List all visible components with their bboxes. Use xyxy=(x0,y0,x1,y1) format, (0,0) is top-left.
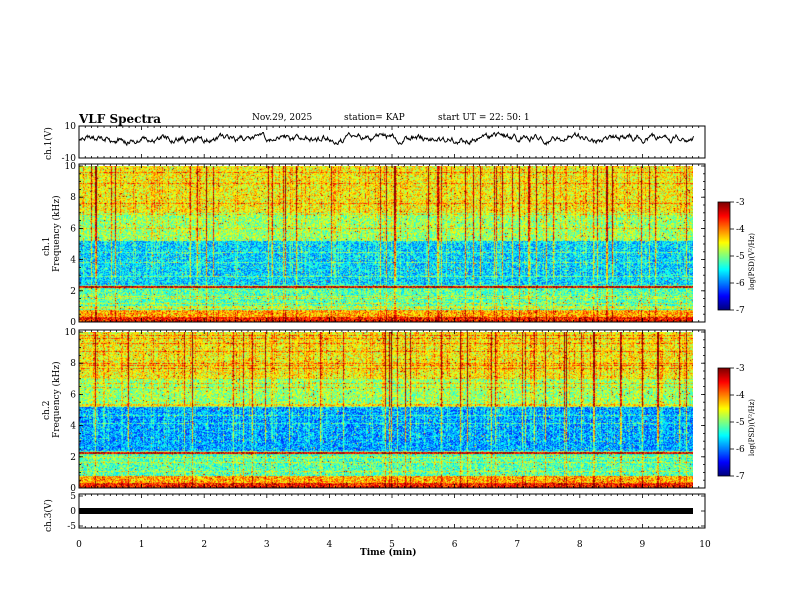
x-axis-label: Time (min) xyxy=(360,548,417,558)
ch1-spectrogram-ylabel-channel: ch.1 xyxy=(42,236,52,256)
colorbar-tick-label: -6 xyxy=(736,279,745,289)
y-tick-label: 0 xyxy=(70,318,76,328)
ch2-spectrogram-image xyxy=(79,332,693,488)
y-tick-label: 0 xyxy=(70,507,76,517)
colorbar-tick-label: -4 xyxy=(736,391,745,401)
date-label: Nov.29, 2025 xyxy=(252,113,313,123)
tick-layer xyxy=(78,125,734,528)
y-tick-label: -5 xyxy=(67,522,76,532)
y-tick-label: 6 xyxy=(70,224,76,234)
ch2-colorbar-label: log(PSD)(V²/Hz) xyxy=(748,399,756,456)
x-tick-label: 9 xyxy=(640,540,646,550)
ch1-colorbar xyxy=(718,202,730,310)
x-tick-label: 1 xyxy=(139,540,145,550)
colorbar-tick-label: -5 xyxy=(736,418,745,428)
colorbar-tick-label: -7 xyxy=(736,306,745,316)
y-tick-label: -10 xyxy=(62,154,77,164)
y-tick-label: 2 xyxy=(70,287,76,297)
y-tick-label: 4 xyxy=(70,256,76,266)
y-tick-label: 8 xyxy=(70,359,76,369)
y-tick-label: 8 xyxy=(70,193,76,203)
ch1-spectrogram-image xyxy=(79,166,693,322)
station-label: station= KAP xyxy=(344,113,405,123)
colorbar-tick-label: -7 xyxy=(736,472,745,482)
ch1-waveform-ylabel: ch.1(V) xyxy=(44,127,54,160)
colorbar-tick-label: -3 xyxy=(736,198,745,208)
colorbar-tick-label: -4 xyxy=(736,225,745,235)
y-tick-label: 4 xyxy=(70,422,76,432)
ch2-colorbar xyxy=(718,368,730,476)
ch3-waveform-band xyxy=(79,508,693,514)
ch3-waveform-ylabel: ch.3(V) xyxy=(44,499,54,532)
x-tick-label: 2 xyxy=(201,540,207,550)
x-tick-label: 8 xyxy=(577,540,583,550)
y-tick-label: 5 xyxy=(70,492,76,502)
x-tick-label: 5 xyxy=(389,540,395,550)
y-tick-label: 10 xyxy=(65,328,77,338)
ch1-spectrogram-ylabel: Frequency (kHz) xyxy=(52,195,62,272)
colorbar-tick-label: -6 xyxy=(736,445,745,455)
ch1-waveform-line xyxy=(78,131,695,147)
start-time-label: start UT = 22: 50: 1 xyxy=(438,113,530,123)
y-tick-label: 10 xyxy=(65,122,77,132)
x-tick-label: 0 xyxy=(76,540,82,550)
colorbar-tick-label: -5 xyxy=(736,252,745,262)
x-tick-label: 6 xyxy=(452,540,458,550)
y-tick-label: 0 xyxy=(70,484,76,494)
colorbar-tick-label: -3 xyxy=(736,364,745,374)
tick-label-layer: 0 1 2 3 4 5 6 7 8 9 1010-100246810024681050-5-3-4-… xyxy=(62,122,746,550)
x-tick-label: 7 xyxy=(514,540,520,550)
ch2-spectrogram-ylabel-channel: ch.2 xyxy=(42,400,52,420)
x-tick-label: 10 xyxy=(699,540,711,550)
y-tick-label: 10 xyxy=(65,162,77,172)
ch1-colorbar-label: log(PSD)(V²/Hz) xyxy=(748,233,756,290)
ch2-spectrogram-ylabel: Frequency (kHz) xyxy=(52,361,62,438)
x-tick-label: 3 xyxy=(264,540,270,550)
y-tick-label: 2 xyxy=(70,453,76,463)
y-tick-label: 6 xyxy=(70,390,76,400)
x-tick-label: 4 xyxy=(327,540,333,550)
figure-title: VLF Spectra xyxy=(79,112,162,126)
